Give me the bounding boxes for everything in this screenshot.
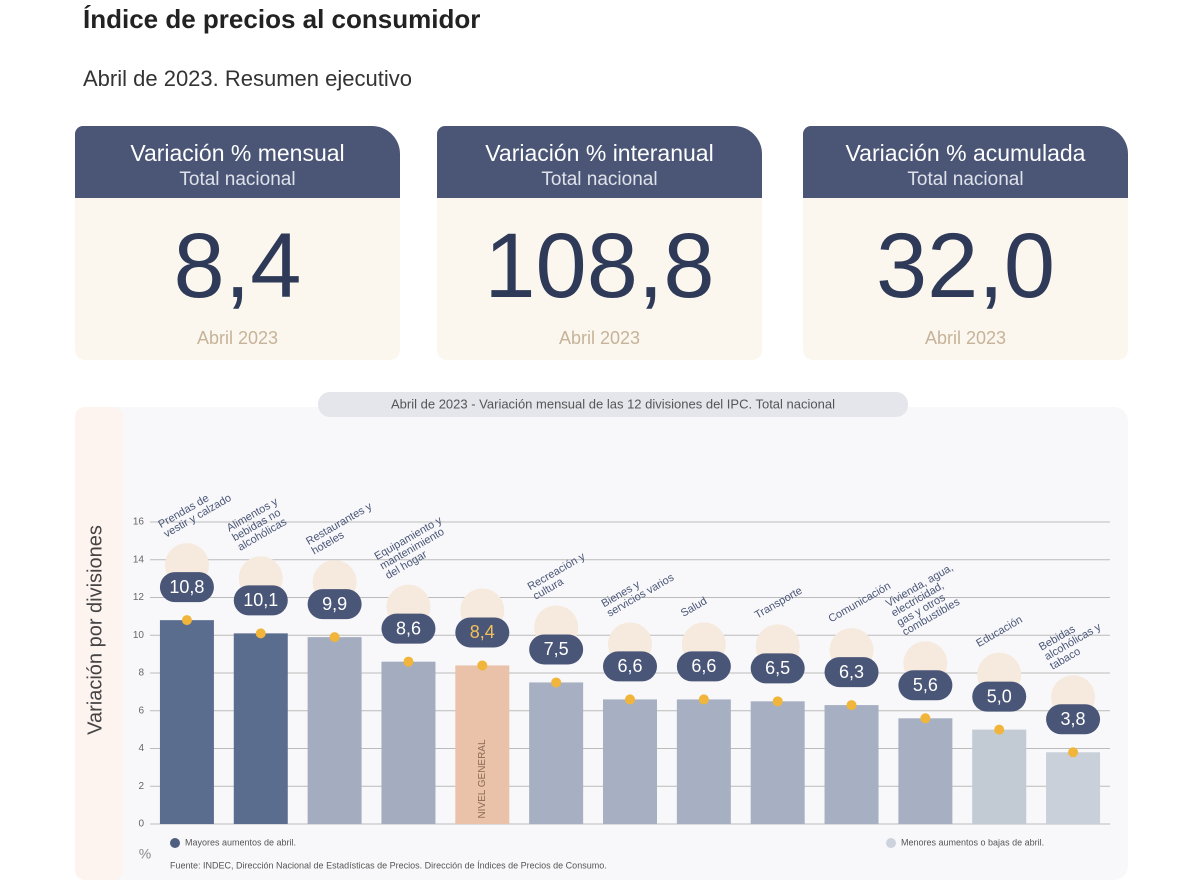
y-tick-label: 4	[138, 743, 144, 754]
value-label: 6,3	[839, 662, 864, 682]
legend-swatch	[170, 838, 180, 848]
value-dot	[181, 615, 192, 626]
value-dot	[698, 694, 709, 705]
page-title: Índice de precios al consumidor	[83, 4, 481, 34]
bar	[972, 729, 1027, 824]
value-badge	[529, 634, 584, 665]
value-badge	[159, 572, 214, 603]
value-badge	[603, 651, 657, 682]
legend-label: Mayores aumentos de abril.	[185, 837, 296, 847]
card-value: 32,0	[875, 215, 1056, 317]
value-label: 8,4	[470, 622, 495, 642]
card-body: 32,0 Abril 2023	[803, 198, 1128, 360]
page-subtitle: Abril de 2023. Resumen ejecutivo	[83, 66, 412, 91]
source: Fuente: INDEC, Dirección Nacional de Est…	[170, 860, 607, 870]
bar	[455, 665, 510, 824]
bar	[1046, 752, 1101, 824]
value-dot	[403, 656, 414, 667]
value-badge	[824, 657, 879, 688]
chart-title-pill	[318, 392, 908, 417]
value-dot	[625, 694, 635, 705]
y-tick-label: 14	[133, 554, 145, 565]
y-unit: %	[139, 846, 151, 862]
y-tick-label: 16	[133, 517, 145, 528]
card-period: Abril 2023	[558, 328, 641, 348]
value-label: 10,1	[243, 590, 278, 610]
value-dot	[1068, 747, 1079, 758]
chart-title: Abril de 2023 - Variación mensual de las…	[391, 396, 835, 411]
side-strip	[75, 407, 123, 880]
value-badge	[676, 651, 731, 682]
legend-label: Menores aumentos o bajas de abril.	[901, 837, 1044, 847]
bar	[381, 661, 436, 824]
summary-card: Variación % mensual Total nacional 8,4 A…	[75, 126, 400, 360]
card-heading: Variación % mensual	[130, 140, 345, 166]
card-header: Variación % mensual Total nacional	[75, 126, 400, 198]
bar	[159, 620, 214, 824]
value-badge	[233, 585, 288, 616]
value-label: 3,8	[1061, 709, 1086, 729]
value-label: 6,6	[617, 656, 642, 676]
card-heading: Variación % acumulada	[845, 140, 1086, 166]
value-badge	[750, 653, 805, 684]
summary-card: Variación % interanual Total nacional 10…	[437, 126, 762, 360]
legend-swatch	[886, 838, 896, 848]
value-dot	[477, 660, 488, 671]
y-tick-label: 8	[138, 668, 144, 679]
y-axis-label: Variación por divisiones	[84, 525, 106, 735]
value-label: 10,8	[169, 577, 204, 597]
y-tick-label: 2	[138, 781, 144, 792]
y-tick-label: 12	[133, 592, 145, 603]
card-header: Variación % acumulada Total nacional	[803, 126, 1128, 198]
y-tick-label: 0	[138, 819, 144, 830]
value-label: 5,6	[913, 675, 938, 695]
bar	[233, 633, 288, 824]
card-subheading: Total nacional	[541, 169, 658, 190]
summary-card: Variación % acumulada Total nacional 32,…	[803, 126, 1128, 360]
value-badge	[455, 617, 510, 648]
bar	[307, 637, 362, 824]
bar	[529, 682, 584, 824]
value-dot	[920, 713, 931, 724]
y-tick-label: 6	[138, 705, 144, 716]
bar	[676, 699, 731, 824]
value-label: 5,0	[987, 686, 1012, 706]
value-label: 8,6	[396, 618, 421, 638]
chart-panel	[75, 407, 1128, 880]
bar	[750, 701, 805, 824]
value-badge	[972, 681, 1027, 712]
value-dot	[329, 632, 340, 643]
card-subheading: Total nacional	[179, 169, 296, 190]
bar	[898, 718, 953, 824]
value-dot	[772, 696, 783, 707]
value-label: 6,5	[765, 658, 790, 678]
value-dot	[255, 628, 266, 639]
card-header: Variación % interanual Total nacional	[437, 126, 762, 198]
card-value: 8,4	[173, 215, 302, 317]
card-value: 108,8	[484, 215, 715, 317]
value-dot	[551, 677, 562, 688]
bar	[824, 705, 879, 824]
value-badge	[1046, 704, 1101, 735]
value-badge	[307, 589, 362, 620]
value-label: 9,9	[322, 594, 347, 614]
card-period: Abril 2023	[196, 328, 279, 348]
value-badge	[898, 670, 953, 701]
bar	[603, 699, 657, 824]
card-body: 8,4 Abril 2023	[75, 198, 400, 360]
card-subheading: Total nacional	[907, 169, 1024, 190]
card-heading: Variación % interanual	[485, 140, 714, 166]
value-dot	[994, 724, 1005, 735]
value-dot	[846, 700, 857, 711]
value-label: 6,6	[691, 656, 716, 676]
category-label: NIVEL GENERAL	[477, 739, 488, 819]
card-body: 108,8 Abril 2023	[437, 198, 762, 360]
y-tick-label: 10	[133, 630, 145, 641]
value-label: 7,5	[544, 639, 569, 659]
card-period: Abril 2023	[924, 328, 1007, 348]
value-badge	[381, 613, 436, 644]
